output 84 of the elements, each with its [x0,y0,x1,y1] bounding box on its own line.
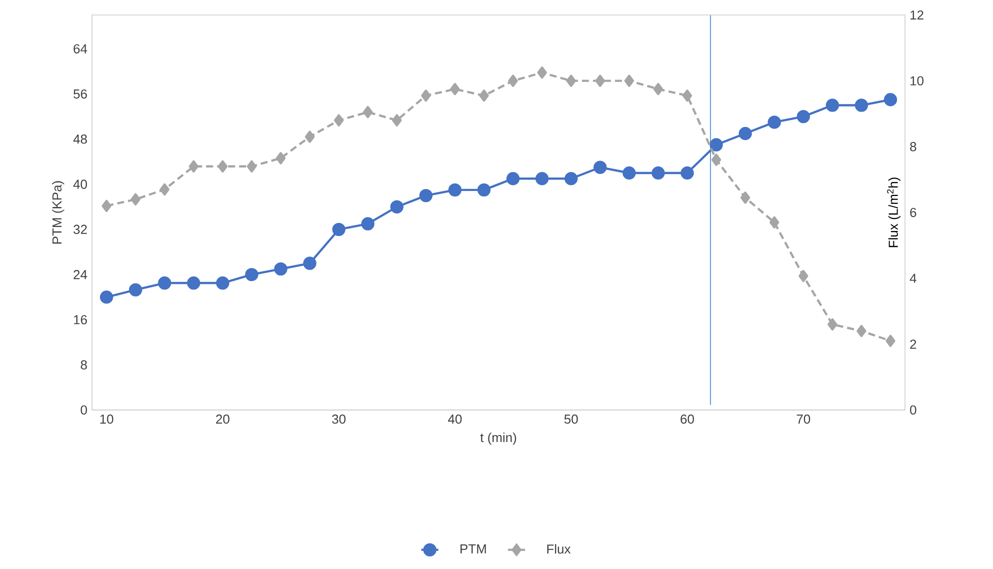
point [102,200,112,212]
point [710,138,723,152]
point [738,126,752,140]
point [218,160,228,173]
point [594,160,607,174]
x-tick-label: 20 [216,414,230,424]
y-tick-label: 48 [73,134,87,144]
y2-tick-label: 0 [910,405,916,415]
point [595,74,605,87]
x-axis-title: t (min) [480,432,516,445]
x-tick-label: 70 [796,414,810,424]
point [274,262,288,276]
y-tick-label: 56 [74,89,87,99]
point [303,256,316,270]
point [564,172,578,186]
point [682,90,692,102]
point [334,114,344,126]
point [740,192,750,204]
point [768,116,781,129]
y2-tick-label: 2 [910,340,916,349]
legend-label: Flux [547,544,571,554]
y-tick-label: 32 [74,224,87,234]
point [332,222,346,236]
y-tick-label: 40 [73,180,87,189]
point [622,166,636,180]
point [652,166,665,180]
point [304,130,315,143]
point [711,154,722,166]
point [160,183,170,196]
point [128,283,142,296]
point [477,183,491,197]
y2-tick-label: 8 [910,142,916,152]
y2-tick-label: 12 [910,10,924,20]
point [508,74,518,87]
y-tick-label: 64 [74,44,88,54]
point [479,90,489,102]
point [158,276,172,290]
point [421,90,431,102]
point [537,66,547,79]
point [187,276,200,290]
point [854,98,868,112]
point [653,82,664,96]
y2-tick-label: 6 [910,208,916,218]
point [392,114,402,126]
point [796,110,810,124]
point [566,74,576,87]
point [826,98,840,112]
x-tick-label: 30 [332,414,346,424]
point [535,172,549,186]
point [886,334,896,347]
point [362,106,373,118]
y-tick-label: 24 [74,270,88,280]
point [680,166,694,180]
point [798,270,808,282]
point [130,193,140,206]
point [506,172,520,186]
y2-tick-label: 10 [910,76,924,86]
point [245,268,258,282]
x-tick-label: 60 [680,414,694,424]
point [450,82,460,96]
point [448,183,462,197]
point [828,318,838,331]
y2-tick-label: 4 [910,274,916,283]
point [769,216,780,228]
point [246,160,257,173]
point [361,217,374,230]
x-tick-label: 40 [448,414,462,424]
y-tick-label: 16 [74,315,87,324]
point [419,188,433,202]
point [390,200,404,214]
y-tick-label: 8 [80,360,87,370]
point [856,324,866,338]
y-tick-label: 0 [80,405,87,415]
y-axis-title: PTM (KPa) [52,181,64,244]
x-tick-label: 50 [564,414,578,424]
legend-label: PTM [460,544,486,554]
point [100,290,114,304]
point [624,74,634,87]
point [884,93,898,106]
x-tick-label: 10 [100,414,114,424]
point [276,152,286,164]
point [188,160,198,173]
point [216,276,230,290]
y2-axis-title: Flux (L/m$^{2}$h) [887,178,900,248]
